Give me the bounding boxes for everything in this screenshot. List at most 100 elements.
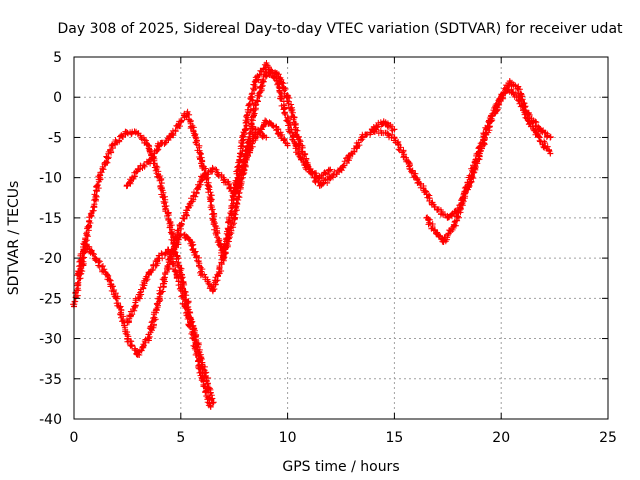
y-tick-label: -15 (39, 211, 62, 227)
data-point (145, 335, 152, 342)
y-tick-label: -25 (39, 291, 62, 307)
data-point (81, 239, 88, 246)
data-point (284, 118, 291, 125)
grid-lines (74, 57, 608, 419)
data-point (295, 150, 302, 157)
data-point (156, 142, 163, 149)
data-point (135, 351, 142, 358)
x-tick-label: 20 (492, 430, 510, 446)
data-point (412, 174, 419, 181)
data-point (434, 206, 441, 213)
axis-ticks: 0 5 10 15 20 25 -40 -35 -30 -25 -20 -15 -10 -5 0 5 (39, 50, 617, 446)
data-point (370, 126, 377, 133)
data-point (109, 142, 116, 149)
data-point (263, 134, 270, 141)
data-point (188, 198, 195, 205)
data-point (359, 134, 366, 141)
data-point (188, 239, 195, 246)
data-point (85, 222, 92, 229)
data-point (295, 134, 302, 141)
x-tick-label: 15 (385, 430, 403, 446)
data-point (145, 158, 152, 165)
data-point (92, 255, 99, 262)
data-point (122, 130, 129, 137)
data-point (525, 118, 532, 125)
data-point (338, 166, 344, 173)
data-point (124, 319, 131, 326)
data-point (451, 222, 458, 229)
y-tick-label: 5 (53, 50, 62, 66)
data-point (199, 174, 206, 181)
chart-title: Day 308 of 2025, Sidereal Day-to-day VTE… (57, 21, 623, 37)
series-markers (424, 86, 553, 245)
data-point (252, 134, 259, 141)
data-point (145, 142, 152, 149)
data-point (177, 118, 184, 125)
data-point (263, 70, 270, 77)
data-point (391, 134, 398, 141)
data-point (103, 271, 110, 278)
data-point (177, 222, 184, 229)
data-point (135, 166, 142, 173)
data-point (444, 214, 451, 221)
data-point (184, 110, 191, 117)
x-axis-label: GPS time / hours (282, 459, 399, 475)
data-layer (70, 60, 554, 410)
data-point (199, 375, 206, 382)
y-tick-label: -35 (39, 372, 62, 388)
plot-frame (73, 56, 609, 420)
y-tick-label: -5 (48, 130, 62, 146)
data-point (190, 335, 197, 342)
y-tick-label: -40 (39, 412, 62, 428)
data-point (263, 62, 270, 69)
series-sat-h (231, 117, 291, 197)
data-point (547, 134, 554, 141)
data-point (506, 78, 513, 85)
y-tick-label: -20 (39, 251, 62, 267)
data-point (241, 126, 248, 133)
data-point (173, 271, 180, 278)
x-tick-label: 5 (176, 430, 185, 446)
data-point (124, 182, 131, 189)
data-point (167, 134, 174, 141)
data-point (391, 126, 398, 133)
data-point (156, 295, 163, 302)
data-point (192, 134, 199, 141)
data-point (472, 158, 479, 165)
data-point (252, 126, 259, 133)
data-point (167, 222, 174, 229)
data-point (252, 102, 259, 109)
y-tick-label: 0 (53, 90, 62, 106)
data-point (231, 214, 238, 221)
data-point (305, 166, 312, 173)
y-tick-label: -30 (39, 332, 62, 348)
data-point (273, 126, 280, 133)
data-point (177, 230, 184, 237)
data-point (547, 150, 554, 157)
data-point (113, 295, 120, 302)
data-point (273, 70, 280, 77)
x-tick-label: 0 (70, 430, 79, 446)
data-point (96, 174, 103, 181)
data-point (182, 303, 189, 310)
data-point (515, 86, 522, 93)
series-markers (70, 128, 217, 406)
y-tick-label: -10 (39, 171, 62, 187)
x-tick-label: 10 (279, 430, 297, 446)
data-point (220, 174, 227, 181)
data-point (515, 94, 522, 101)
data-point (156, 255, 163, 262)
data-point (135, 295, 142, 302)
series-sat-b (74, 60, 334, 358)
data-point (211, 222, 218, 229)
data-point (348, 150, 355, 157)
data-point (145, 271, 152, 278)
data-point (199, 271, 206, 278)
data-point (461, 190, 468, 197)
data-point (252, 78, 259, 85)
data-point (167, 255, 174, 262)
data-point (440, 239, 447, 246)
data-point (209, 166, 216, 173)
x-tick-label: 25 (599, 430, 617, 446)
data-point (284, 142, 291, 149)
